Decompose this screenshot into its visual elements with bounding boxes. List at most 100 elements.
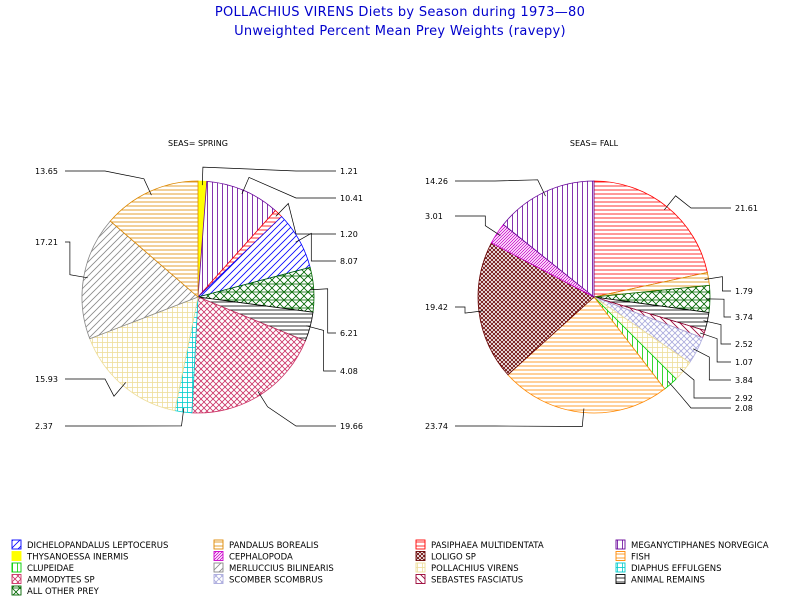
legend-label: FISH [631, 553, 650, 563]
pie-title: SEAS= SPRING [168, 139, 228, 148]
slice-label: 3.74 [735, 313, 753, 322]
leader-line [241, 176, 336, 199]
legend-label: SEBASTES FASCIATUS [431, 576, 523, 586]
legend-label: CEPHALOPODA [229, 553, 293, 563]
leader-line [703, 320, 731, 345]
legend-label: POLLACHIUS VIRENS [431, 564, 519, 574]
slice-label: 19.66 [340, 422, 363, 431]
legend-swatch [415, 574, 426, 584]
legend-swatch [415, 539, 426, 550]
legend-item-diaphus-effulgens: DIAPHUS EFFULGENS [615, 562, 722, 574]
slice-label: 17.21 [35, 238, 58, 247]
legend-label: MEGANYCTIPHANES NORVEGICA [631, 541, 769, 551]
legend-label: THYSANOESSA INERMIS [26, 553, 128, 563]
legend-label: MERLUCCIUS BILINEARIS [229, 564, 334, 574]
pie-fall: SEAS= FALL21.611.793.742.521.073.842.922… [425, 139, 758, 431]
slice-label: 2.37 [35, 422, 53, 431]
legend-swatch [11, 551, 22, 561]
legend-item-animal-remains: ANIMAL REMAINS [615, 574, 705, 586]
legend-item-clupeidae: CLUPEIDAE [11, 562, 74, 574]
slice-label: 1.21 [340, 167, 358, 176]
slice-label: 6.21 [340, 329, 358, 338]
slice-label: 3.84 [735, 376, 753, 385]
slice-label: 1.07 [735, 358, 753, 367]
legend-swatch [615, 562, 626, 573]
leader-line [693, 348, 731, 381]
legend-label: ALL OTHER PREY [27, 587, 100, 597]
legend: DICHELOPANDALUS LEPTOCERUS PANDALUS BOREA… [11, 539, 769, 597]
slice-label: 14.26 [425, 177, 448, 186]
leader-line [704, 276, 731, 292]
slice-label: 21.61 [735, 204, 758, 213]
legend-item-merluccius-bilinearis: MERLUCCIUS BILINEARIS [213, 562, 334, 574]
legend-label: DICHELOPANDALUS LEPTOCERUS [27, 541, 168, 551]
legend-label: SCOMBER SCOMBRUS [229, 576, 323, 586]
chart-title: POLLACHIUS VIRENS Diets by Season during… [214, 5, 586, 20]
legend-item-cephalopoda: CEPHALOPODA [213, 551, 293, 563]
leader-line [699, 332, 731, 363]
legend-swatch [11, 539, 22, 550]
legend-item-all-other-prey: ALL OTHER PREY [11, 585, 100, 597]
slice-label: 10.41 [340, 194, 363, 203]
legend-swatch [213, 562, 224, 573]
legend-label: AMMODYTES SP [27, 576, 95, 586]
legend-label: CLUPEIDAE [27, 564, 74, 574]
legend-item-pandalus-borealis: PANDALUS BOREALIS [213, 539, 319, 551]
slice-label: 13.65 [35, 167, 58, 176]
pie-spring: SEAS= SPRING 1.21 10.41 1.20 8.07 6.21 4.08 19.… [35, 139, 363, 431]
leader-line [295, 232, 336, 262]
legend-item-dichelopandalus-leptocerus: DICHELOPANDALUS LEPTOCERUS [11, 539, 168, 551]
leader-line [65, 170, 152, 196]
legend-swatch [213, 574, 224, 584]
leader-line [679, 368, 731, 399]
leader-line [664, 195, 731, 211]
legend-label: DIAPHUS EFFULGENS [631, 564, 722, 574]
legend-label: LOLIGO SP [431, 553, 476, 563]
legend-swatch [11, 562, 22, 573]
legend-item-scomber-scombrus: SCOMBER SCOMBRUS [213, 574, 323, 586]
slice-label: 4.08 [340, 367, 358, 376]
leader-line [667, 380, 731, 409]
slice-label: 23.74 [425, 422, 448, 431]
legend-label: PANDALUS BOREALIS [229, 541, 319, 551]
legend-item-thysanoessa-inermis: THYSANOESSA INERMIS [11, 551, 128, 563]
legend-item-ammodytes-sp: AMMODYTES SP [11, 574, 95, 586]
legend-swatch [11, 585, 22, 596]
slice-label: 2.92 [735, 394, 753, 403]
leader-line [65, 408, 185, 427]
leader-line [257, 391, 336, 427]
leader-line [455, 306, 483, 314]
leader-line [275, 202, 336, 235]
leader-line [201, 166, 336, 186]
legend-item-pollachius-virens: POLLACHIUS VIRENS [415, 562, 519, 574]
legend-swatch [213, 539, 224, 550]
slice-label: 1.20 [340, 230, 358, 239]
legend-item-pasiphaea-multidentata: PASIPHAEA MULTIDENTATA [415, 539, 544, 551]
slice-label: 8.07 [340, 257, 358, 266]
slice-label: 15.93 [35, 375, 58, 384]
leader-line [455, 215, 501, 236]
legend-swatch [615, 539, 626, 550]
legend-item-meganyctiphanes-norvegica: MEGANYCTIPHANES NORVEGICA [615, 539, 769, 551]
legend-swatch [213, 551, 224, 561]
legend-item-sebastes-fasciatus: SEBASTES FASCIATUS [415, 574, 523, 586]
pie-title: SEAS= FALL [570, 139, 619, 148]
slice-label: 1.79 [735, 287, 753, 296]
legend-swatch [615, 574, 626, 584]
legend-swatch [415, 562, 426, 573]
chart-subtitle: Unweighted Percent Mean Prey Weights (ra… [234, 24, 566, 39]
leader-line [455, 179, 546, 197]
leader-line [65, 378, 126, 397]
slice-label: 19.42 [425, 303, 448, 312]
leader-line [455, 408, 585, 427]
legend-label: PASIPHAEA MULTIDENTATA [431, 541, 544, 551]
legend-label: ANIMAL REMAINS [631, 576, 705, 586]
slice-label: 2.08 [735, 404, 753, 413]
leader-line [65, 241, 88, 279]
legend-item-loligo-sp: LOLIGO SP [415, 551, 476, 563]
leader-line [705, 298, 731, 318]
legend-swatch [11, 574, 22, 584]
leader-line [309, 288, 336, 334]
legend-item-fish: FISH [615, 551, 650, 563]
